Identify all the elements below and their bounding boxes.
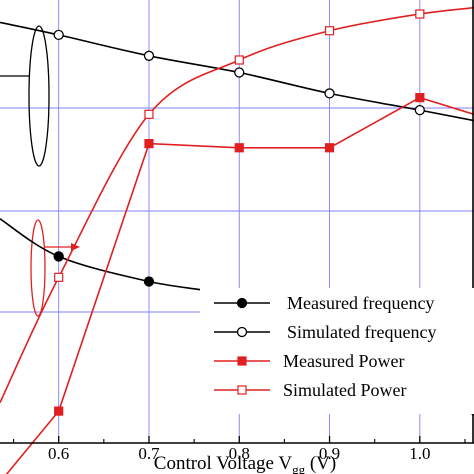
legend-label-measured-frequency: Measured frequency — [287, 293, 434, 313]
x-axis-title-unit: (V) — [305, 453, 336, 474]
power-group-ellipse — [30, 219, 46, 317]
data-point-simulated-power-0 — [54, 272, 64, 282]
x-axis-title: Control Voltage Vgg (V) — [154, 453, 336, 474]
x-tick-label-0: 0.6 — [48, 444, 69, 463]
annotations — [0, 25, 80, 317]
legend-marker-measured-frequency — [236, 297, 248, 309]
legend-marker-simulated-power — [237, 385, 247, 395]
legend-item-simulated-power: Simulated Power — [214, 380, 407, 400]
data-point-simulated-power-2 — [234, 55, 244, 65]
data-point-measured-power-2 — [234, 143, 244, 153]
x-axis-title-main: Control Voltage V — [154, 453, 293, 474]
data-point-measured-power-0 — [54, 406, 64, 416]
legend-label-simulated-power: Simulated Power — [283, 380, 407, 400]
legend-label-simulated-frequency: Simulated frequency — [287, 322, 436, 342]
data-point-simulated-power-4 — [415, 9, 425, 19]
data-point-simulated-frequency-2 — [234, 67, 245, 78]
series-line-measured-power — [5, 96, 474, 474]
legend-item-measured-power: Measured Power — [214, 351, 404, 371]
data-point-simulated-power-3 — [324, 26, 335, 36]
legend-marker-simulated-frequency — [236, 326, 248, 338]
data-point-simulated-frequency-0 — [53, 29, 64, 41]
legend-item-measured-frequency: Measured frequency — [214, 293, 434, 313]
x-tick-labels: 0.6 0.7 0.8 0.9 1.0 — [48, 444, 430, 463]
data-point-simulated-frequency-1 — [143, 50, 155, 61]
legend-marker-measured-power — [237, 356, 247, 366]
data-point-simulated-frequency-4 — [414, 104, 425, 116]
data-point-measured-frequency-0 — [53, 251, 64, 262]
data-point-measured-frequency-1 — [143, 276, 155, 287]
x-tick-label-2: 0.8 — [229, 444, 250, 463]
x-tick-label-3: 0.9 — [319, 444, 340, 463]
data-point-measured-power-1 — [144, 138, 154, 149]
legend-label-measured-power: Measured Power — [283, 351, 404, 371]
data-point-measured-power-3 — [324, 143, 335, 153]
data-point-measured-power-4 — [415, 92, 425, 103]
data-point-simulated-power-1 — [144, 109, 154, 119]
data-point-simulated-frequency-3 — [324, 88, 335, 99]
x-tick-label-1: 0.7 — [138, 444, 160, 463]
x-tick-label-4: 1.0 — [409, 444, 430, 463]
legend: Measured frequency Simulated frequency M… — [200, 288, 474, 414]
legend-item-simulated-frequency: Simulated frequency — [214, 322, 436, 342]
x-axis-title-subscript: gg — [292, 462, 306, 474]
frequency-group-ellipse — [28, 25, 50, 167]
